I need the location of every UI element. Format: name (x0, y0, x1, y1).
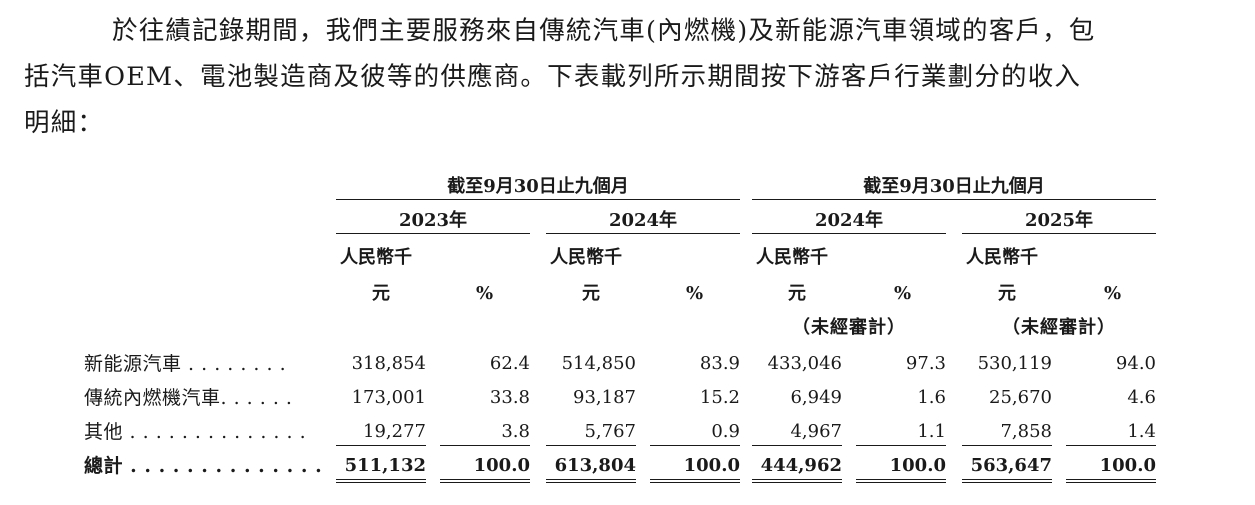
table-cell: 318,854 (351, 353, 426, 374)
year-header-2: 2024年 (608, 210, 678, 231)
total-double-rule (752, 479, 842, 483)
total-cell: 100.0 (473, 455, 530, 476)
paragraph-line-2: 括汽車OEM、電池製造商及彼等的供應商。下表載列所示期間按下游客戶行業劃分的收入 (24, 62, 1082, 92)
intro-paragraph: 於往績記錄期間，我們主要服務來自傳統汽車(內燃機)及新能源汽車領域的客戶，包 括… (24, 8, 1184, 146)
unit-suffix-1: 元 (372, 283, 390, 304)
table-cell: 1.4 (1127, 421, 1156, 442)
period-group-header-1: 截至9月30日止九個月 (447, 176, 629, 197)
total-double-rule (336, 479, 426, 483)
table-cell: 94.0 (1115, 353, 1156, 374)
row-label-ice: 傳統內燃機汽車. . . . . . (84, 387, 293, 409)
row-label-total: 總計 . . . . . . . . . . . . . . (84, 455, 323, 477)
table-cell: 4,967 (790, 421, 842, 442)
unaudited-note-1: （未經審計） (792, 317, 906, 338)
total-cell: 613,804 (554, 455, 636, 476)
pct-header-2: % (686, 283, 704, 304)
total-cell: 563,647 (970, 455, 1052, 476)
subtotal-rule (440, 445, 530, 446)
total-double-rule (650, 479, 740, 483)
table-cell: 173,001 (351, 387, 426, 408)
pct-header-1: % (476, 283, 494, 304)
total-double-rule (546, 479, 636, 483)
year-rule-2 (546, 233, 740, 234)
row-label-nev: 新能源汽車 . . . . . . . . (84, 353, 287, 375)
unit-label-4: 人民幣千 (966, 247, 1038, 268)
total-double-rule (856, 479, 946, 483)
unit-suffix-2: 元 (582, 283, 600, 304)
total-cell: 100.0 (1099, 455, 1156, 476)
table-cell: 530,119 (977, 353, 1052, 374)
year-rule-1 (336, 233, 530, 234)
table-cell: 62.4 (489, 353, 530, 374)
paragraph-line-1: 於往績記錄期間，我們主要服務來自傳統汽車(內燃機)及新能源汽車領域的客戶，包 (112, 16, 1096, 46)
table-cell: 83.9 (699, 353, 740, 374)
table-cell: 15.2 (699, 387, 740, 408)
pct-header-3: % (894, 283, 912, 304)
table-cell: 1.6 (917, 387, 946, 408)
table-cell: 3.8 (501, 421, 530, 442)
table-cell: 93,187 (573, 387, 636, 408)
year-rule-4 (962, 233, 1156, 234)
table-cell: 6,949 (790, 387, 842, 408)
table-cell: 0.9 (711, 421, 740, 442)
subtotal-rule (336, 445, 426, 446)
year-header-4: 2025年 (1024, 210, 1094, 231)
table-cell: 4.6 (1127, 387, 1156, 408)
year-header-1: 2023年 (398, 210, 468, 231)
total-double-rule (1066, 479, 1156, 483)
table-cell: 33.8 (489, 387, 530, 408)
table-cell: 1.1 (917, 421, 946, 442)
table-cell: 25,670 (989, 387, 1052, 408)
table-cell: 19,277 (363, 421, 426, 442)
pct-header-4: % (1104, 283, 1122, 304)
table-cell: 97.3 (905, 353, 946, 374)
subtotal-rule (546, 445, 636, 446)
subtotal-rule (752, 445, 842, 446)
subtotal-rule (962, 445, 1052, 446)
total-cell: 511,132 (344, 455, 426, 476)
total-double-rule (440, 479, 530, 483)
year-header-3: 2024年 (814, 210, 884, 231)
period-group-rule-1 (336, 199, 740, 200)
year-rule-3 (752, 233, 946, 234)
table-cell: 5,767 (584, 421, 636, 442)
unit-suffix-4: 元 (998, 283, 1016, 304)
total-double-rule (962, 479, 1052, 483)
table-cell: 433,046 (767, 353, 842, 374)
unit-suffix-3: 元 (788, 283, 806, 304)
subtotal-rule (650, 445, 740, 446)
table-cell: 7,858 (1000, 421, 1052, 442)
unaudited-note-2: （未經審計） (1002, 317, 1116, 338)
unit-label-1: 人民幣千 (340, 247, 412, 268)
table-cell: 514,850 (561, 353, 636, 374)
row-label-other: 其他 . . . . . . . . . . . . . . (84, 421, 307, 443)
unit-label-3: 人民幣千 (756, 247, 828, 268)
total-cell: 444,962 (760, 455, 842, 476)
paragraph-line-3: 明細： (24, 108, 105, 138)
subtotal-rule (1066, 445, 1156, 446)
period-group-header-2: 截至9月30日止九個月 (863, 176, 1045, 197)
total-cell: 100.0 (889, 455, 946, 476)
period-group-rule-2 (752, 199, 1156, 200)
total-cell: 100.0 (683, 455, 740, 476)
unit-label-2: 人民幣千 (550, 247, 622, 268)
subtotal-rule (856, 445, 946, 446)
